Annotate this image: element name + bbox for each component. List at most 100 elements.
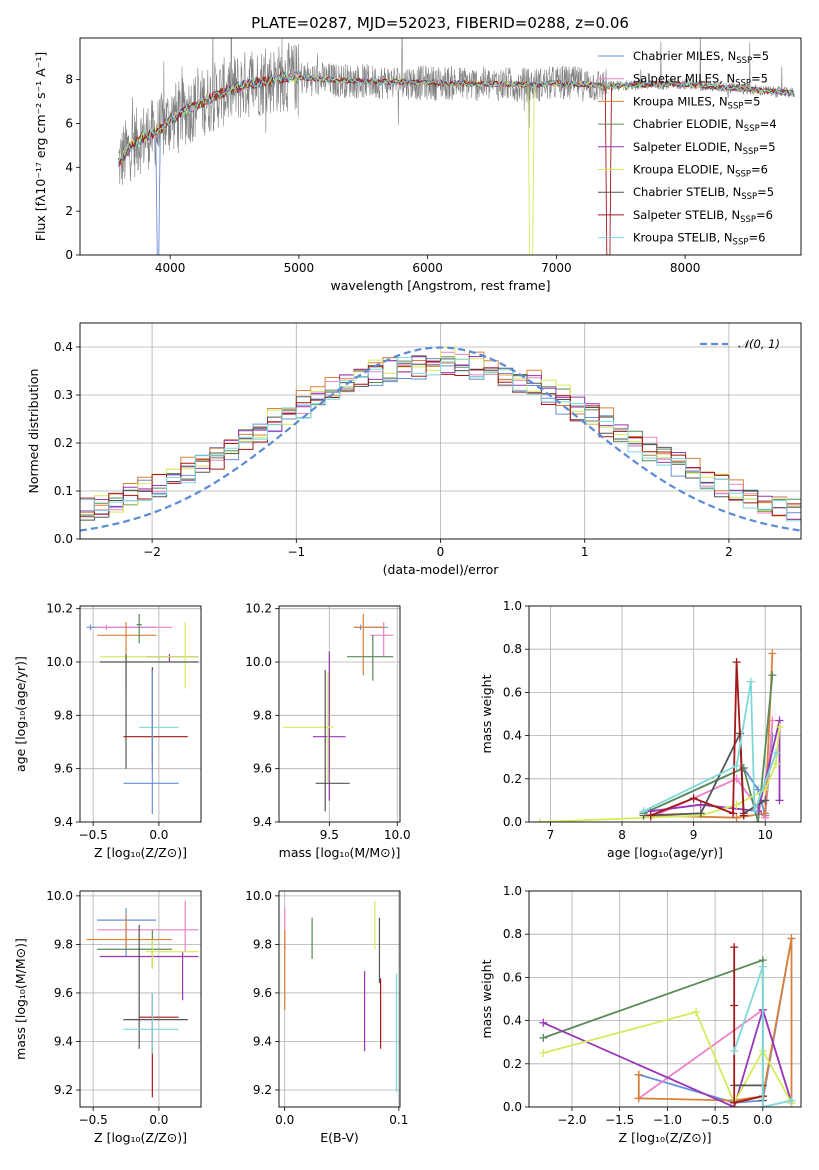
age-vs-z-ytick-label: 10.0 (46, 655, 73, 669)
weight-vs-age-marker-kroupa_stelib (639, 807, 648, 816)
age-vs-z-xtick-label: 0.0 (149, 828, 168, 842)
weight-vs-age-xtick-label: 9 (690, 828, 698, 842)
residuals-ytick-label: 0.1 (54, 484, 73, 498)
weight-vs-age-ylabel: mass weight (479, 674, 494, 753)
age-vs-z-frame (79, 605, 202, 823)
weight-vs-z-ytick-label: 0.0 (503, 1100, 522, 1114)
weight-vs-age-marker-kroupa_stelib (750, 807, 759, 816)
legend-label-chabrier_stelib: Chabrier STELIB, NSSP=5 (633, 185, 774, 202)
age-vs-z-ytick-label: 9.4 (54, 815, 73, 829)
weight-vs-z-xtick-label: 0.0 (753, 1113, 772, 1127)
age-vs-mass-ytick-label: 10.2 (245, 602, 272, 616)
weight-vs-age-marker-chabrier_stelib (761, 796, 770, 805)
mass-vs-ebv-ytick-label: 9.2 (253, 1083, 272, 1097)
weight-vs-age-marker-kroupa_miles (732, 813, 741, 822)
weight-vs-age-marker-kroupa_elodie (775, 722, 784, 731)
mass-vs-z-ytick-label: 9.4 (54, 1034, 73, 1048)
weight-vs-z-plot (529, 891, 801, 1107)
mass-vs-ebv-xtick-label: 0.1 (389, 1113, 408, 1127)
residuals-ylabel: Normed distribution (26, 369, 41, 494)
spectrum-ytick-label: 8 (65, 73, 73, 87)
spectrum-xtick-label: 5000 (284, 261, 315, 275)
weight-vs-z-marker-kroupa_miles (787, 934, 796, 943)
weight-vs-z-series-kroupa_stelib (733, 966, 792, 1107)
weight-vs-z-frame (528, 890, 802, 1108)
spectrum-ytick-label: 0 (65, 248, 73, 262)
weight-vs-age-marker-kroupa_stelib (771, 748, 780, 757)
weight-vs-z-marker-kroupa_elodie (539, 1049, 548, 1057)
weight-vs-age-series-chabrier_elodie (643, 675, 774, 822)
weight-vs-age-marker-salpeter_stelib (732, 658, 741, 667)
mass-vs-z-frame (79, 890, 202, 1108)
residuals-xtick-label: 2 (725, 545, 733, 559)
age-vs-mass-plot (279, 606, 400, 822)
weight-vs-age-marker-salpeter_stelib (646, 811, 655, 820)
weight-vs-age-ytick-label: 0.2 (503, 772, 522, 786)
mass-vs-ebv-xlabel: E(B-V) (320, 1130, 359, 1145)
mass-vs-z-xtick-label: 0.0 (149, 1113, 168, 1127)
residuals-ytick-label: 0.4 (54, 340, 73, 354)
mass-vs-ebv-frame (278, 890, 401, 1108)
weight-vs-age-xlabel: age [log₁₀(age/yr)] (607, 845, 723, 860)
weight-vs-age-marker-kroupa_miles (768, 649, 777, 658)
weight-vs-z-marker-salpeter_stelib (730, 943, 739, 952)
residuals-xlabel: (data-model)/error (383, 562, 500, 577)
weight-vs-age-marker-salpeter_elodie (696, 800, 705, 809)
age-vs-mass-frame (278, 605, 401, 823)
weight-vs-z-xlabel: Z [log₁₀(Z/Z⊙)] (619, 1130, 712, 1145)
legend-gaussian-label: 𝒩(0, 1) (738, 337, 780, 351)
weight-vs-z-marker-kroupa_elodie (692, 1007, 701, 1016)
weight-vs-z-ytick-label: 0.4 (503, 1014, 522, 1028)
weight-vs-z-xtick-label: −1.5 (605, 1113, 634, 1127)
weight-vs-z-marker-kroupa_miles (634, 1070, 643, 1079)
legend-label-kroupa_elodie: Kroupa ELODIE, NSSP=6 (633, 163, 768, 180)
weight-vs-age-plot (529, 606, 801, 822)
weight-vs-z-ylabel: mass weight (479, 959, 494, 1038)
age-vs-mass-ytick-label: 9.4 (253, 815, 272, 829)
weight-vs-z-xtick-label: −0.5 (701, 1113, 730, 1127)
weight-vs-z-xtick-label: −1.0 (653, 1113, 682, 1127)
weight-vs-age-axes: 7 8 9 10 0.0 0.2 0.4 0.6 0.8 1.0 age [log₁₀(age/yr… (479, 599, 802, 860)
residuals-frame (79, 322, 802, 540)
weight-vs-age-marker-chabrier_stelib (696, 809, 705, 818)
age-vs-z-ytick-label: 9.6 (54, 762, 73, 776)
mass-vs-z-ytick-label: 9.2 (54, 1083, 73, 1097)
age-vs-z-axes: −0.5 0.0 9.4 9.6 9.8 10.0 10.2 Z [log₁₀(Z/Z⊙)] a… (13, 602, 202, 860)
weight-vs-z-marker-salpeter_elodie (539, 1018, 548, 1027)
weight-vs-z-marker-kroupa_stelib (730, 1046, 739, 1055)
age-vs-mass-ytick-label: 9.8 (253, 708, 272, 722)
age-vs-z-plot (80, 606, 201, 822)
age-vs-mass-ytick-label: 9.6 (253, 762, 272, 776)
age-vs-mass-axes: 9.5 10.0 9.4 9.6 9.8 10.0 10.2 mass [log₁₀(M/M⊙… (245, 602, 410, 860)
mass-vs-ebv-xtick-label: 0.0 (275, 1113, 294, 1127)
weight-vs-age-marker-kroupa_stelib (746, 677, 755, 686)
spectrum-xtick-label: 6000 (412, 261, 443, 275)
weight-vs-z-ytick-label: 0.8 (503, 927, 522, 941)
weight-vs-z-axes: −2.0 −1.5 −1.0 −0.5 0.0 0.0 0.2 0.4 0.6 0.8 1.0 Z [… (479, 884, 802, 1145)
mass-vs-ebv-plot (279, 891, 400, 1107)
residuals-axes: −2 −1 0 1 2 0.0 0.1 0.2 0.3 0.4 (data-model)/error… (26, 322, 802, 577)
spectrum-ytick-label: 6 (65, 116, 73, 130)
spectrum-xtick-label: 8000 (670, 261, 701, 275)
weight-vs-age-ytick-label: 0.4 (503, 729, 522, 743)
residuals-xtick-label: −1 (287, 545, 305, 559)
weight-vs-z-ytick-label: 1.0 (503, 884, 522, 898)
weight-vs-z-marker-kroupa_stelib (758, 1103, 767, 1107)
weight-vs-age-marker-salpeter_stelib (729, 809, 737, 818)
histogram-kroupa_stelib (80, 356, 801, 522)
weight-vs-z-marker-salpeter_stelib (730, 1001, 739, 1010)
mass-vs-ebv-ytick-label: 9.6 (253, 986, 272, 1000)
weight-vs-age-marker-salpeter_stelib (739, 811, 748, 820)
weight-vs-z-marker-kroupa_stelib (787, 1096, 796, 1105)
weight-vs-z-ytick-label: 0.2 (503, 1057, 522, 1071)
mass-vs-z-ytick-label: 9.6 (54, 986, 73, 1000)
weight-vs-age-xtick-label: 7 (547, 828, 555, 842)
residuals-plot (80, 323, 801, 539)
residuals-xtick-label: −2 (143, 545, 161, 559)
mass-vs-z-ylabel: mass [log₁₀(M/M⊙)] (13, 938, 28, 1060)
spectrum-xtick-label: 7000 (541, 261, 572, 275)
age-vs-z-ytick-label: 9.8 (54, 708, 73, 722)
mass-vs-z-xlabel: Z [log₁₀(Z/Z⊙)] (94, 1130, 187, 1145)
weight-vs-z-xtick-label: −2.0 (557, 1113, 586, 1127)
weight-vs-z-marker-salpeter_stelib (730, 1098, 739, 1107)
